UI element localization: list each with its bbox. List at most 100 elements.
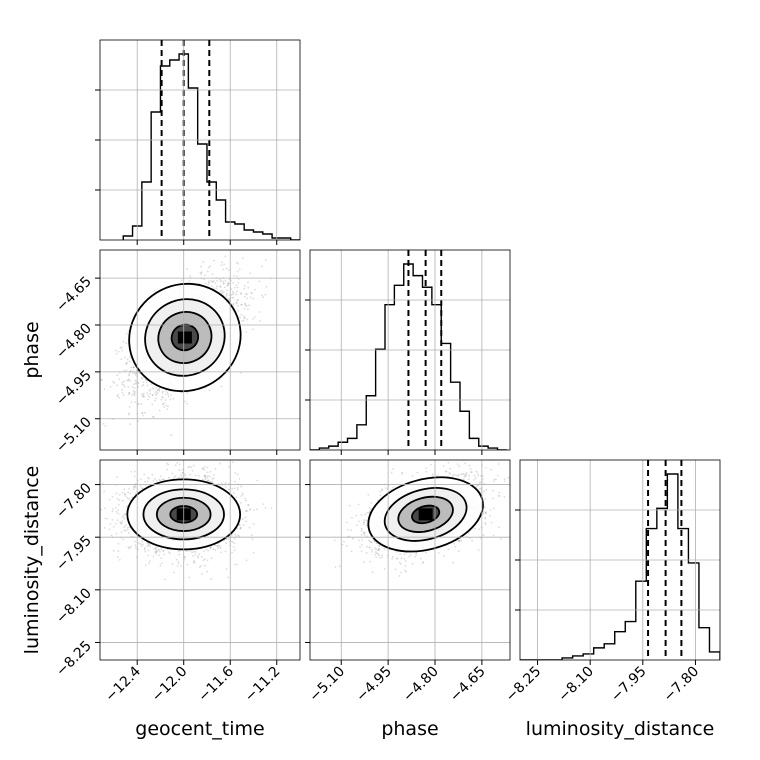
- tick-label-y: −4.65: [53, 274, 95, 316]
- sample-point: [171, 472, 174, 475]
- sample-point: [204, 475, 207, 477]
- sample-point: [207, 474, 209, 477]
- sample-point: [166, 408, 169, 411]
- sample-point: [163, 553, 166, 556]
- sample-point: [161, 478, 164, 481]
- sample-point: [188, 550, 191, 552]
- sample-point: [225, 289, 228, 292]
- sample-point: [152, 416, 155, 418]
- sample-point: [120, 522, 123, 525]
- sample-point: [133, 394, 136, 397]
- sample-point: [141, 412, 143, 415]
- sample-point: [233, 492, 235, 494]
- sample-point: [146, 392, 149, 394]
- sample-point: [262, 296, 265, 299]
- sample-point: [118, 558, 121, 561]
- sample-point: [237, 281, 240, 284]
- sample-point: [236, 275, 238, 278]
- sample-point: [134, 546, 137, 549]
- sample-point: [160, 398, 163, 401]
- sample-point: [127, 393, 130, 396]
- sample-point: [245, 510, 248, 512]
- sample-point: [176, 461, 179, 464]
- sample-point: [128, 412, 130, 415]
- sample-point: [244, 302, 247, 305]
- sample-point: [227, 297, 230, 300]
- sample-point: [147, 394, 150, 397]
- sample-point: [146, 398, 149, 401]
- sample-point: [200, 265, 202, 268]
- panel-frame: [519, 459, 721, 661]
- sample-point: [113, 381, 116, 384]
- sample-point: [231, 551, 234, 554]
- sample-point: [197, 555, 199, 558]
- sample-point: [234, 480, 236, 483]
- sample-point: [151, 394, 154, 397]
- sample-point: [155, 397, 158, 400]
- sample-point: [127, 379, 130, 382]
- sample-point: [137, 381, 140, 384]
- sample-point: [115, 506, 117, 509]
- sample-point: [147, 544, 150, 547]
- sample-point: [177, 550, 180, 553]
- sample-point: [247, 286, 250, 289]
- sample-point: [128, 373, 131, 376]
- sample-point: [155, 551, 158, 553]
- sample-point: [210, 578, 213, 581]
- sample-point: [101, 378, 103, 381]
- sample-point: [233, 549, 236, 552]
- sample-point: [134, 391, 136, 393]
- sample-point: [236, 299, 239, 302]
- sample-point: [233, 542, 236, 544]
- sample-point: [155, 393, 158, 396]
- sample-point: [103, 490, 106, 493]
- sample-point: [237, 309, 240, 312]
- sample-point: [130, 545, 133, 548]
- sample-point: [192, 464, 195, 467]
- sample-point: [148, 396, 151, 398]
- sample-point: [227, 488, 230, 491]
- sample-point: [216, 545, 219, 548]
- sample-point: [132, 372, 134, 374]
- sample-point: [162, 479, 165, 481]
- sample-point: [208, 389, 211, 392]
- sample-point: [170, 394, 173, 396]
- sample-point: [121, 520, 124, 523]
- sample-point: [223, 282, 225, 285]
- hist-panel-luminosity_distance: −8.25 −8.10 −7.95 −7.80: [503, 459, 721, 705]
- sample-point: [216, 279, 218, 282]
- sample-point: [209, 470, 212, 473]
- sample-point: [235, 301, 238, 304]
- sample-point: [252, 318, 254, 320]
- sample-point: [219, 280, 222, 283]
- tick-label-y: −5.10: [53, 414, 95, 456]
- sample-point: [234, 533, 237, 536]
- sample-point: [115, 532, 118, 535]
- sample-point: [240, 313, 243, 316]
- sample-point: [104, 424, 107, 427]
- sample-point: [148, 477, 150, 480]
- sample-point: [232, 291, 235, 294]
- sample-point: [141, 394, 144, 396]
- sample-point: [203, 468, 206, 471]
- sample-point: [154, 478, 156, 480]
- sample-point: [129, 369, 132, 372]
- sample-point: [219, 286, 222, 289]
- sample-point: [233, 537, 236, 540]
- sample-point: [115, 476, 118, 479]
- sample-point: [227, 282, 229, 285]
- sample-point: [159, 564, 162, 567]
- sample-point: [121, 349, 123, 352]
- sample-point: [115, 522, 117, 525]
- sample-point: [235, 293, 237, 296]
- sample-point: [111, 518, 114, 521]
- sample-point: [159, 475, 162, 478]
- sample-point: [207, 479, 210, 482]
- sample-point: [202, 467, 204, 470]
- sample-point: [215, 287, 218, 290]
- panel-frame: [99, 249, 301, 451]
- sample-point: [127, 413, 130, 416]
- sample-point: [131, 393, 134, 396]
- sample-point: [167, 463, 170, 466]
- sample-point: [155, 393, 158, 396]
